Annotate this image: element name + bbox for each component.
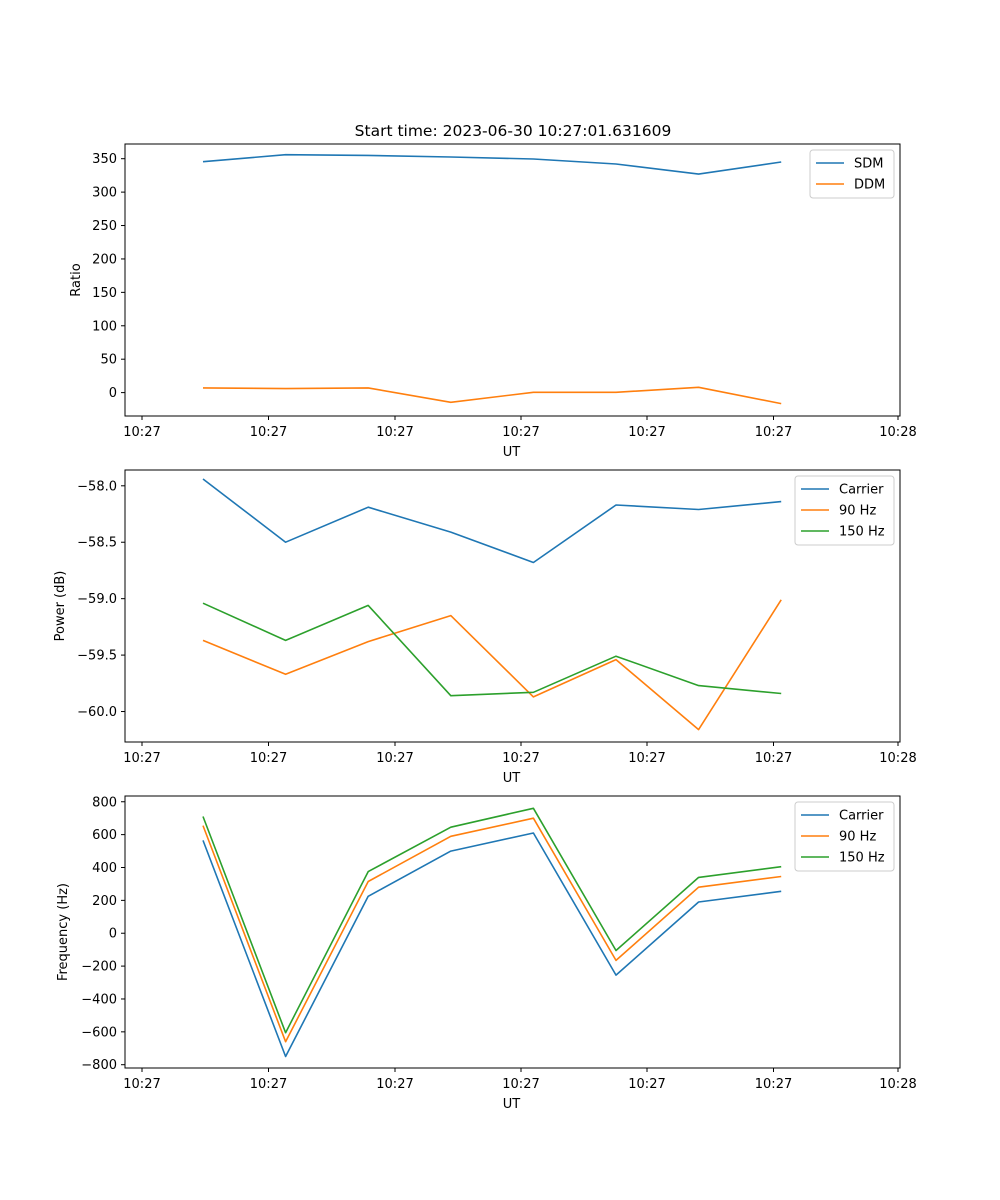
x-tick-label: 10:27 [250,1077,287,1092]
y-tick-label: 350 [92,152,117,167]
x-tick-label: 10:27 [376,1077,413,1092]
x-tick-label: 10:27 [502,425,539,440]
x-tick-label: 10:27 [250,425,287,440]
x-axis-label: UT [503,1097,521,1112]
legend-label: 150 Hz [839,851,885,866]
x-tick-label: 10:27 [628,425,665,440]
x-tick-label: 10:27 [123,751,160,766]
legend-label: 90 Hz [839,830,876,845]
x-tick-label: 10:27 [376,751,413,766]
legend-box [809,149,895,199]
panel-3: 10:27 10:27 10:27 10:27 10:27 10:27 10:28 −800 −… [56,795,917,1112]
legend-label: DDM [854,178,885,193]
y-tick-label: −600 [81,1025,117,1040]
x-axis-label: UT [503,445,521,460]
x-tick-label: 10:27 [250,751,287,766]
y-axis-label: Power (dB) [53,571,68,642]
series-line-150-hz [202,602,782,697]
y-tick-label: −60.0 [77,705,117,720]
y-tick-label: 0 [109,386,117,401]
x-tick-label: 10:27 [628,1077,665,1092]
x-tick-label: 10:28 [879,1077,916,1092]
plot-frame [124,143,901,417]
panel-1: 10:27 10:27 10:27 10:27 10:27 10:27 10:28 0 50 10… [69,143,917,460]
x-tick-label: 10:27 [755,1077,792,1092]
y-tick-label: −800 [81,1058,117,1073]
x-tick-label: 10:27 [376,425,413,440]
series-line-90-hz [202,599,782,731]
y-tick-label: 50 [100,353,117,368]
y-tick-label: −400 [81,992,117,1007]
y-tick-label: −59.5 [77,649,117,664]
x-tick-label: 10:27 [123,425,160,440]
legend-label: SDM [854,157,883,172]
series-line-sdm [202,153,782,175]
y-tick-label: 250 [92,219,117,234]
panels: 10:27 10:27 10:27 10:27 10:27 10:27 10:28 0 50 10… [53,143,917,1112]
y-tick-label: −58.0 [77,479,117,494]
x-tick-label: 10:27 [628,751,665,766]
series-line-150-hz [202,807,782,1034]
y-tick-label: 600 [92,828,117,843]
x-tick-label: 10:27 [123,1077,160,1092]
series-line-90-hz [202,817,782,1043]
y-tick-label: 300 [92,186,117,201]
x-tick-label: 10:27 [755,751,792,766]
legend-label: Carrier [839,809,884,824]
y-axis-label: Frequency (Hz) [56,883,71,981]
plot-frame [124,795,901,1069]
figure-title: Start time: 2023-06-30 10:27:01.631609 [355,122,672,140]
series-line-carrier [202,478,782,564]
legend-label: Carrier [839,483,884,498]
legend-label: 90 Hz [839,504,876,519]
y-axis-label: Ratio [69,263,84,296]
y-tick-label: 400 [92,861,117,876]
y-tick-label: −59.0 [77,592,117,607]
y-tick-label: −200 [81,960,117,975]
series-line-ddm [202,386,782,405]
y-tick-label: 800 [92,795,117,810]
x-axis-label: UT [503,771,521,786]
y-tick-label: 100 [92,319,117,334]
x-tick-label: 10:27 [502,1077,539,1092]
y-tick-label: 150 [92,286,117,301]
y-tick-label: 200 [92,894,117,909]
y-tick-label: −58.5 [77,536,117,551]
legend-box [794,475,895,546]
series-line-carrier [202,832,782,1058]
x-tick-label: 10:27 [755,425,792,440]
x-tick-label: 10:28 [879,751,916,766]
plot-frame [124,469,901,743]
y-tick-label: 200 [92,252,117,267]
legend-label: 150 Hz [839,525,885,540]
x-tick-label: 10:27 [502,751,539,766]
y-tick-label: 0 [109,927,117,942]
legend-box [794,801,895,872]
panel-2: 10:27 10:27 10:27 10:27 10:27 10:27 10:28 −60.0… [53,469,917,786]
x-tick-label: 10:28 [879,425,916,440]
